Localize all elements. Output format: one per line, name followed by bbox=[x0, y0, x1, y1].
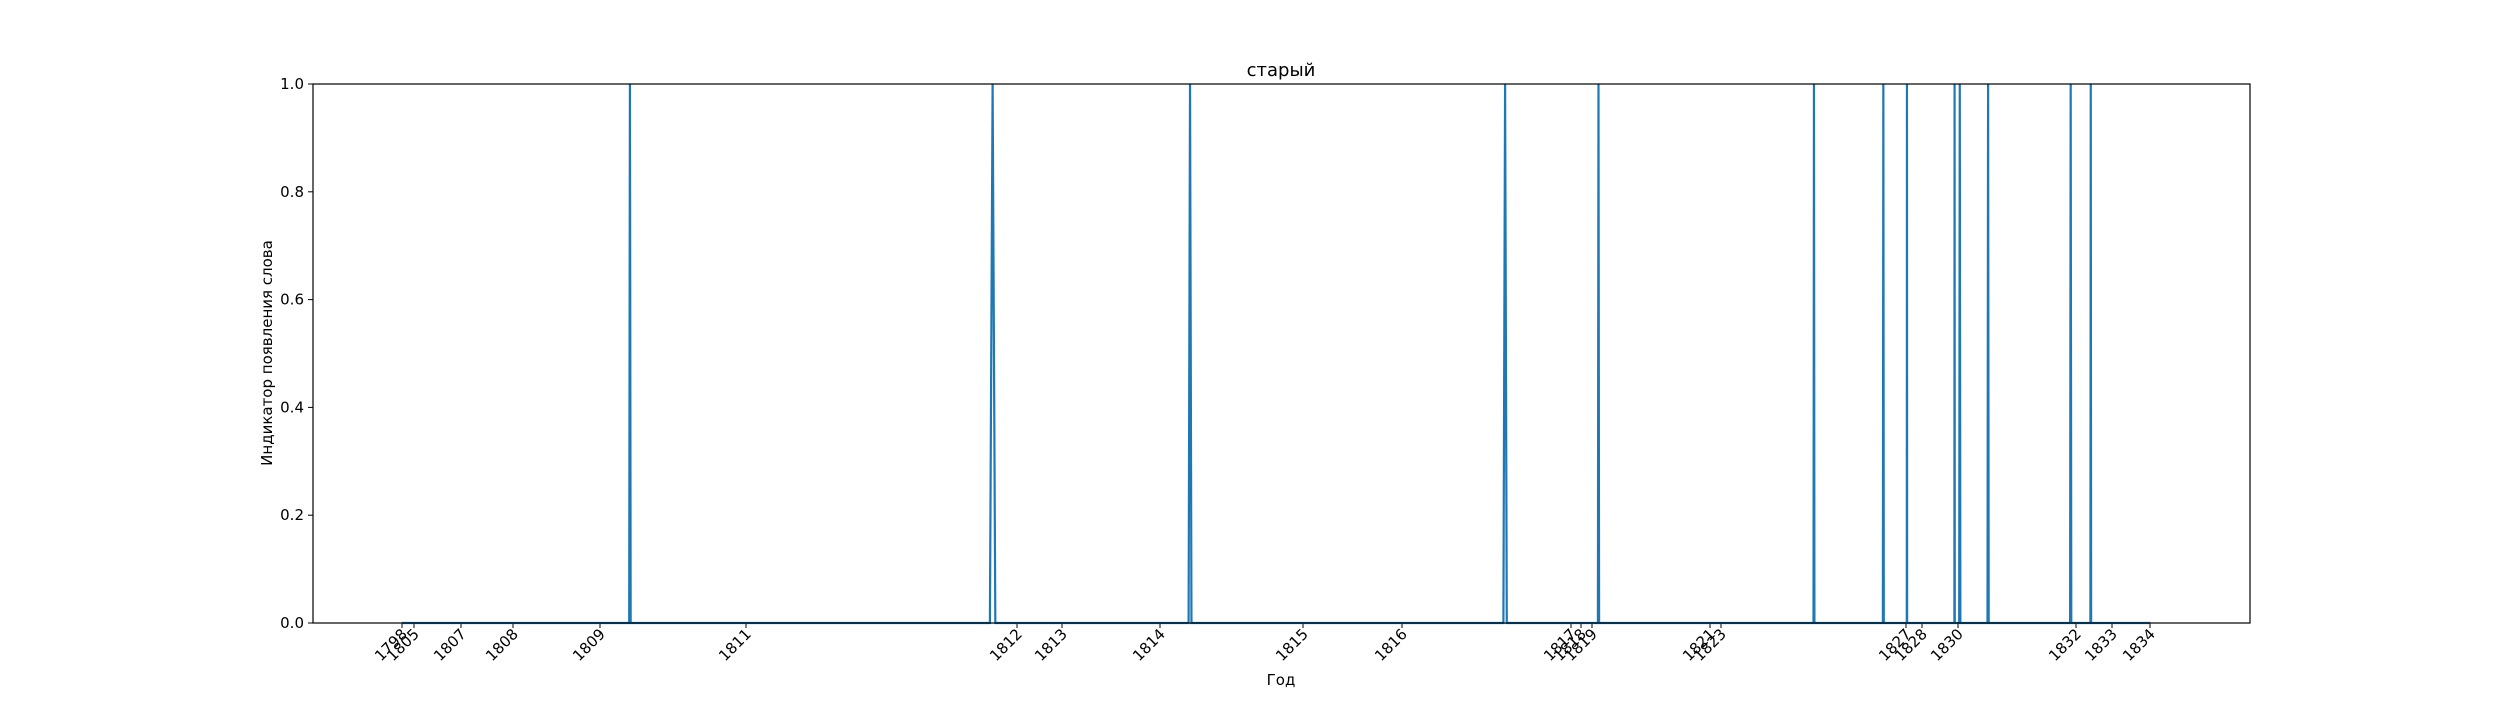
y-tick-label: 1.0 bbox=[280, 75, 304, 93]
x-axis-label: Год bbox=[1267, 671, 1296, 689]
plot-frame bbox=[312, 83, 2251, 624]
y-axis-label: Индикатор появления слова bbox=[258, 240, 276, 466]
y-axis-ticks: 0.0 0.2 0.4 0.6 0.8 1.0 bbox=[280, 75, 313, 632]
y-tick-label: 0.0 bbox=[280, 614, 304, 632]
y-tick-label: 0.2 bbox=[280, 506, 304, 524]
chart-title: старый bbox=[1247, 60, 1316, 81]
y-tick-label: 0.4 bbox=[280, 398, 304, 416]
plot-area-background bbox=[313, 84, 2250, 623]
y-tick-label: 0.6 bbox=[280, 291, 304, 309]
y-tick-label: 0.8 bbox=[280, 183, 304, 201]
